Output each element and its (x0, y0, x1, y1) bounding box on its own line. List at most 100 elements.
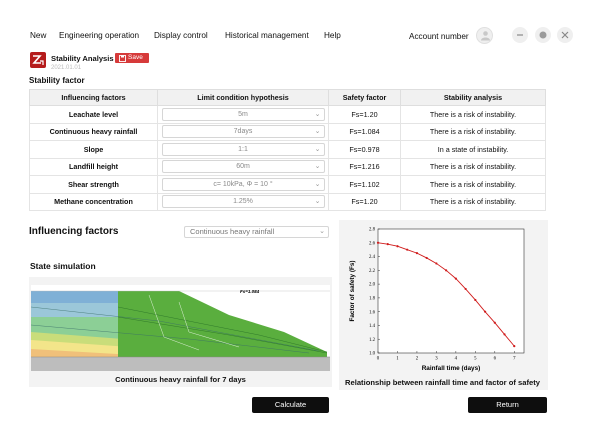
y-tick-label: 1.6 (369, 310, 376, 315)
hypothesis-cell: 1.25% ⌄ (157, 192, 329, 211)
stability-table: Influencing factors Limit condition hypo… (29, 89, 546, 211)
data-point (464, 287, 467, 291)
chevron-down-icon: ⌄ (314, 128, 321, 136)
x-tick-label: 1 (396, 357, 399, 362)
menu-display-control[interactable]: Display control (154, 31, 208, 40)
factor-cell: Methane concentration (29, 192, 158, 211)
account-label[interactable]: Account number (409, 32, 469, 41)
safety-factor-cell: Fs=1.216 (328, 157, 401, 176)
stability-factor-title: Stability factor (29, 76, 85, 85)
factor-cell: Shear strength (29, 175, 158, 194)
menu-engineering-operation[interactable]: Engineering operation (59, 31, 140, 40)
hypothesis-select[interactable]: 1.25% ⌄ (161, 195, 325, 209)
y-tick-label: 1.0 (369, 352, 376, 357)
data-point (493, 321, 496, 324)
app-date: 2021.01.01 (51, 65, 82, 71)
hypothesis-select[interactable]: 7days ⌄ (161, 125, 325, 139)
user-icon (481, 31, 490, 41)
table-row: Landfill height 60m ⌄ Fs=1.216 There is a… (29, 157, 546, 176)
hypothesis-select[interactable]: c= 10kPa, Φ = 10 ° ⌄ (161, 177, 325, 191)
safety-factor-cell: Fs=1.20 (328, 192, 401, 211)
hypothesis-select[interactable]: 1:1 ⌄ (161, 142, 325, 156)
analysis-cell: There is a risk of instability. (400, 175, 546, 194)
hypothesis-select[interactable]: 5m ⌄ (161, 107, 325, 121)
chevron-down-icon: ⌄ (319, 228, 325, 235)
circle-icon (539, 31, 547, 39)
data-point (435, 262, 438, 265)
factor-cell: Slope (29, 140, 158, 159)
avatar[interactable] (476, 27, 493, 44)
hypothesis-select[interactable]: 60m ⌄ (161, 160, 325, 174)
table-row: Continuous heavy rainfall 7days ⌄ Fs=1.08… (29, 122, 546, 141)
table-header-row: Influencing factors Limit condition hypo… (29, 89, 546, 106)
y-tick-label: 2.6 (369, 241, 376, 246)
chart-panel: 1.0 1.2 1.4 1.6 1.8 2.0 2.2 2.4 2.6 2.8 0 1 2 3 4 5 6 7 Ra… (339, 220, 548, 390)
influencing-factor-select[interactable]: Continuous heavy rainfall ⌄ (184, 226, 329, 238)
state-simulation-title: State simulation (30, 261, 96, 271)
app-title: Stability Analysis (51, 54, 114, 63)
hypothesis-value: 60m (236, 163, 250, 171)
chevron-down-icon: ⌄ (314, 110, 321, 118)
save-button[interactable]: Save (115, 53, 149, 63)
hypothesis-cell: 60m ⌄ (157, 157, 329, 176)
data-point (376, 241, 380, 244)
data-point (386, 243, 389, 246)
hypothesis-value: c= 10kPa, Φ = 10 ° (213, 180, 273, 188)
y-axis-label: Factor of safety (Fs) (349, 260, 356, 321)
maximize-button[interactable] (535, 27, 551, 43)
x-tick-label: 5 (474, 357, 477, 362)
data-point (415, 252, 419, 255)
analysis-cell: There is a risk of instability. (400, 157, 546, 176)
menu-new[interactable]: New (30, 31, 47, 40)
menu-historical-management[interactable]: Historical management (225, 31, 309, 40)
simulation-caption: Continuous heavy rainfall for 7 days (115, 375, 246, 384)
x-tick-label: 6 (494, 357, 497, 362)
y-tick-label: 1.2 (369, 338, 376, 343)
y-tick-label: 2.0 (369, 283, 376, 288)
hypothesis-value: 1.25% (233, 198, 253, 206)
return-button[interactable]: Return (468, 397, 547, 413)
table-row: Slope 1:1 ⌄ Fs=0.978 In a state of instab… (29, 140, 546, 159)
data-point (474, 298, 477, 302)
table-row: Shear strength c= 10kPa, Φ = 10 ° ⌄ Fs=1.… (29, 175, 546, 194)
chevron-down-icon: ⌄ (314, 198, 321, 206)
safety-factor-cell: Fs=1.20 (328, 105, 401, 124)
factor-cell: Leachate level (29, 105, 158, 124)
data-point (425, 256, 428, 260)
fs-line-chart: 1.0 1.2 1.4 1.6 1.8 2.0 2.2 2.4 2.6 2.8 0 1 2 3 4 5 6 7 Ra… (339, 220, 548, 390)
save-icon (119, 55, 126, 62)
y-tick-label: 2.2 (369, 269, 376, 274)
chart-caption: Relationship between rainfall time and f… (345, 378, 540, 387)
header-safety-factor: Safety factor (328, 89, 401, 106)
menu-help[interactable]: Help (324, 31, 341, 40)
y-tick-label: 1.4 (369, 324, 376, 329)
simulation-fs-label: Fs=1.084 (240, 289, 260, 294)
slope-simulation-image: Fs=1.084 (30, 285, 330, 371)
x-tick-label: 3 (435, 357, 438, 362)
calculate-button[interactable]: Calculate (252, 397, 329, 413)
factor-cell: Landfill height (29, 157, 158, 176)
analysis-cell: There is a risk of instability. (400, 122, 546, 141)
minimize-button[interactable] (512, 27, 528, 43)
chevron-down-icon: ⌄ (314, 163, 321, 171)
table-row: Leachate level 5m ⌄ Fs=1.20 There is a ri… (29, 105, 546, 124)
close-button[interactable] (557, 27, 573, 43)
chevron-down-icon: ⌄ (314, 145, 321, 153)
hypothesis-value: 7days (233, 128, 253, 136)
safety-factor-cell: Fs=1.102 (328, 175, 401, 194)
data-point (396, 245, 399, 248)
hypothesis-cell: 7days ⌄ (157, 122, 329, 141)
x-axis-label: Rainfall time (days) (422, 365, 481, 372)
factor-cell: Continuous heavy rainfall (29, 122, 158, 141)
hypothesis-cell: 1:1 ⌄ (157, 140, 329, 159)
hypothesis-value: 1:1 (238, 145, 248, 153)
data-point (483, 310, 487, 313)
data-point (445, 269, 448, 272)
app-logo (30, 52, 46, 68)
header-limit-condition: Limit condition hypothesis (157, 89, 329, 106)
analysis-cell: In a state of instability. (400, 140, 546, 159)
save-label: Save (128, 54, 143, 61)
chevron-down-icon: ⌄ (314, 180, 321, 188)
y-tick-label: 2.8 (369, 228, 376, 233)
table-row: Methane concentration 1.25% ⌄ Fs=1.20 The… (29, 192, 546, 211)
